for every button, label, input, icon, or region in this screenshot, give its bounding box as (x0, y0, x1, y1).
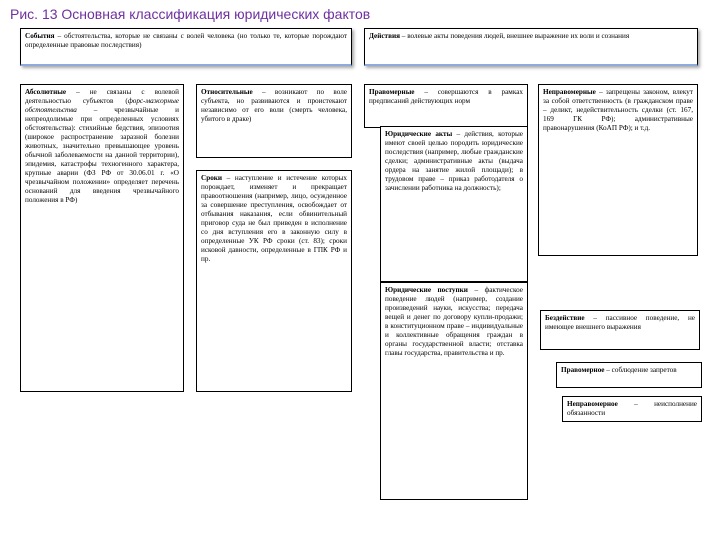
box-terms: Сроки – наступление и истечение которых … (196, 170, 352, 392)
box-terms-head: Сроки (201, 174, 222, 182)
box-jur-deeds-head: Юридические поступки (385, 286, 468, 294)
box-actions-head: Действия (369, 32, 400, 40)
box-lawful2-head: Правомерное (561, 366, 604, 374)
box-absolute-text2: – чрезвычайные и непреодолимые при опред… (25, 106, 179, 204)
box-unlawful: Неправомерные – запрещены законом, влеку… (538, 84, 698, 256)
box-jur-acts-head: Юридические акты (385, 130, 452, 138)
box-relative: Относительные – возникают по воле субъек… (196, 84, 352, 158)
box-lawful-head: Правомерные (369, 88, 415, 96)
box-relative-head: Относительные (201, 88, 253, 96)
box-events-text: – обстоятельства, которые не связаны с в… (25, 32, 347, 49)
box-inaction: Бездействие – пассивное поведение, не им… (540, 310, 700, 350)
page-title: Рис. 13 Основная классификация юридическ… (0, 0, 720, 26)
box-jur-deeds-text: – фактическое поведение людей (например,… (385, 286, 523, 357)
box-unlawful2-head: Неправомерное (567, 400, 618, 408)
box-lawful: Правомерные – совершаются в рамках предп… (364, 84, 528, 128)
box-inaction-head: Бездействие (545, 314, 585, 322)
box-lawful2: Правомерное – соблюдение запретов (556, 362, 702, 388)
box-jur-acts-text: – действия, которые имеют своей целью по… (385, 130, 523, 192)
box-absolute-head: Абсолютные (25, 88, 66, 96)
box-events-head: События (25, 32, 55, 40)
box-jur-acts: Юридические акты – действия, которые име… (380, 126, 528, 282)
box-unlawful-head: Неправомерные (543, 88, 596, 96)
box-jur-deeds: Юридические поступки – фактическое повед… (380, 282, 528, 500)
box-actions-text: – волевые акты поведения людей, внешнее … (400, 32, 629, 40)
box-unlawful2: Неправомерное – неисполнение обязанности (562, 396, 702, 422)
box-absolute: Абсолютные – не связаны с волевой деятел… (20, 84, 184, 392)
box-actions: Действия – волевые акты поведения людей,… (364, 28, 698, 66)
box-events: События – обстоятельства, которые не свя… (20, 28, 352, 66)
box-terms-text: – наступление и истечение которых порожд… (201, 174, 347, 263)
box-lawful2-text: – соблюдение запретов (604, 366, 676, 374)
